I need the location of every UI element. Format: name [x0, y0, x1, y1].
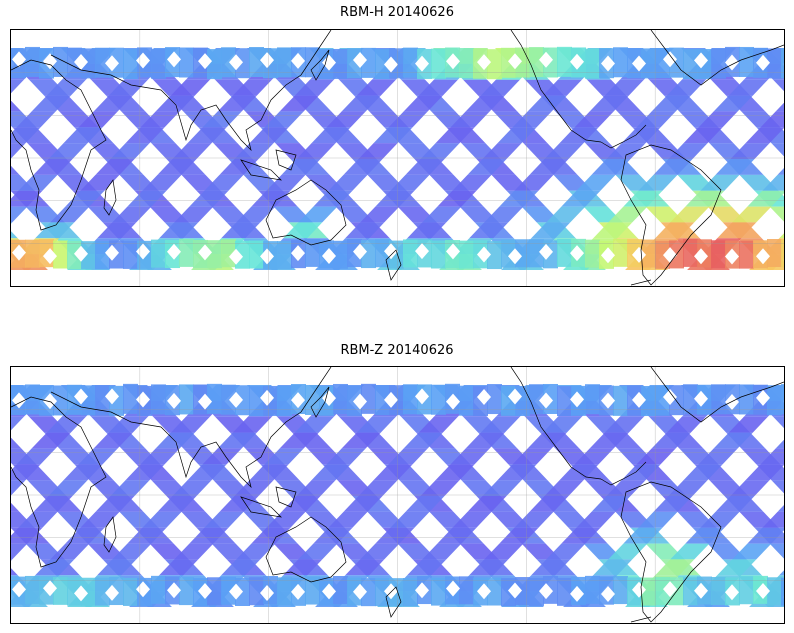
graticule: [11, 30, 784, 286]
map-title: RBM-H 20140626: [340, 5, 454, 20]
map-frame: [10, 29, 785, 287]
coastlines: [11, 30, 784, 286]
world-map-plot: [11, 367, 784, 623]
map-title: RBM-Z 20140626: [340, 343, 454, 358]
map-frame: [10, 366, 785, 624]
data-gaps: [12, 388, 770, 602]
data-gaps: [12, 51, 770, 265]
polar-edge-bands: [11, 383, 784, 607]
graticule: [11, 367, 784, 623]
coastlines: [11, 367, 784, 623]
world-map-plot: [11, 30, 784, 286]
